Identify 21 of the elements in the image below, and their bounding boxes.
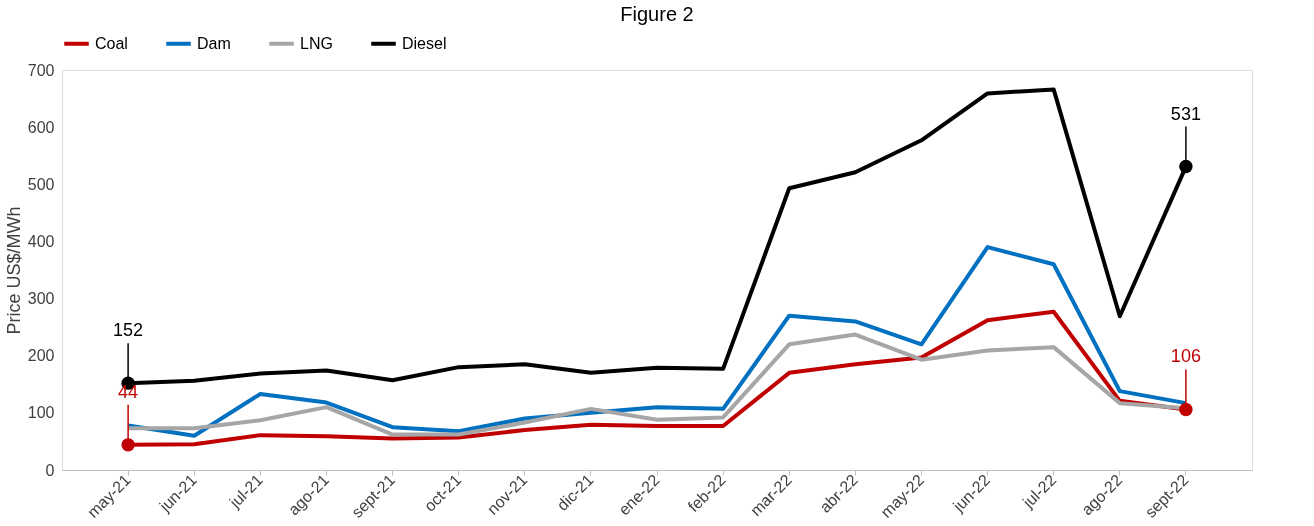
y-tick-label: 300: [27, 290, 55, 308]
y-tick-label: 100: [27, 404, 55, 422]
legend-label: Coal: [95, 34, 128, 52]
point: [1179, 402, 1193, 417]
y-tick-label: 0: [45, 461, 55, 479]
y-tick-label: 600: [27, 118, 55, 136]
annotation: 531: [1170, 103, 1201, 124]
point: [1179, 159, 1193, 174]
point: [121, 438, 135, 452]
annotation: 152: [113, 320, 144, 341]
annotation: 44: [118, 381, 139, 402]
annotation: 106: [1170, 346, 1201, 367]
y-axis-title: Price US$/MWh: [3, 206, 24, 335]
y-tick-label: 700: [27, 61, 55, 79]
y-tick-label: 500: [27, 175, 55, 193]
y-tick-label: 400: [27, 232, 55, 250]
legend-label: Diesel: [402, 34, 447, 52]
legend-label: LNG: [300, 34, 333, 52]
y-tick-label: 200: [27, 347, 55, 365]
chart-title: Figure 2: [620, 3, 694, 25]
legend-label: Dam: [197, 34, 231, 52]
